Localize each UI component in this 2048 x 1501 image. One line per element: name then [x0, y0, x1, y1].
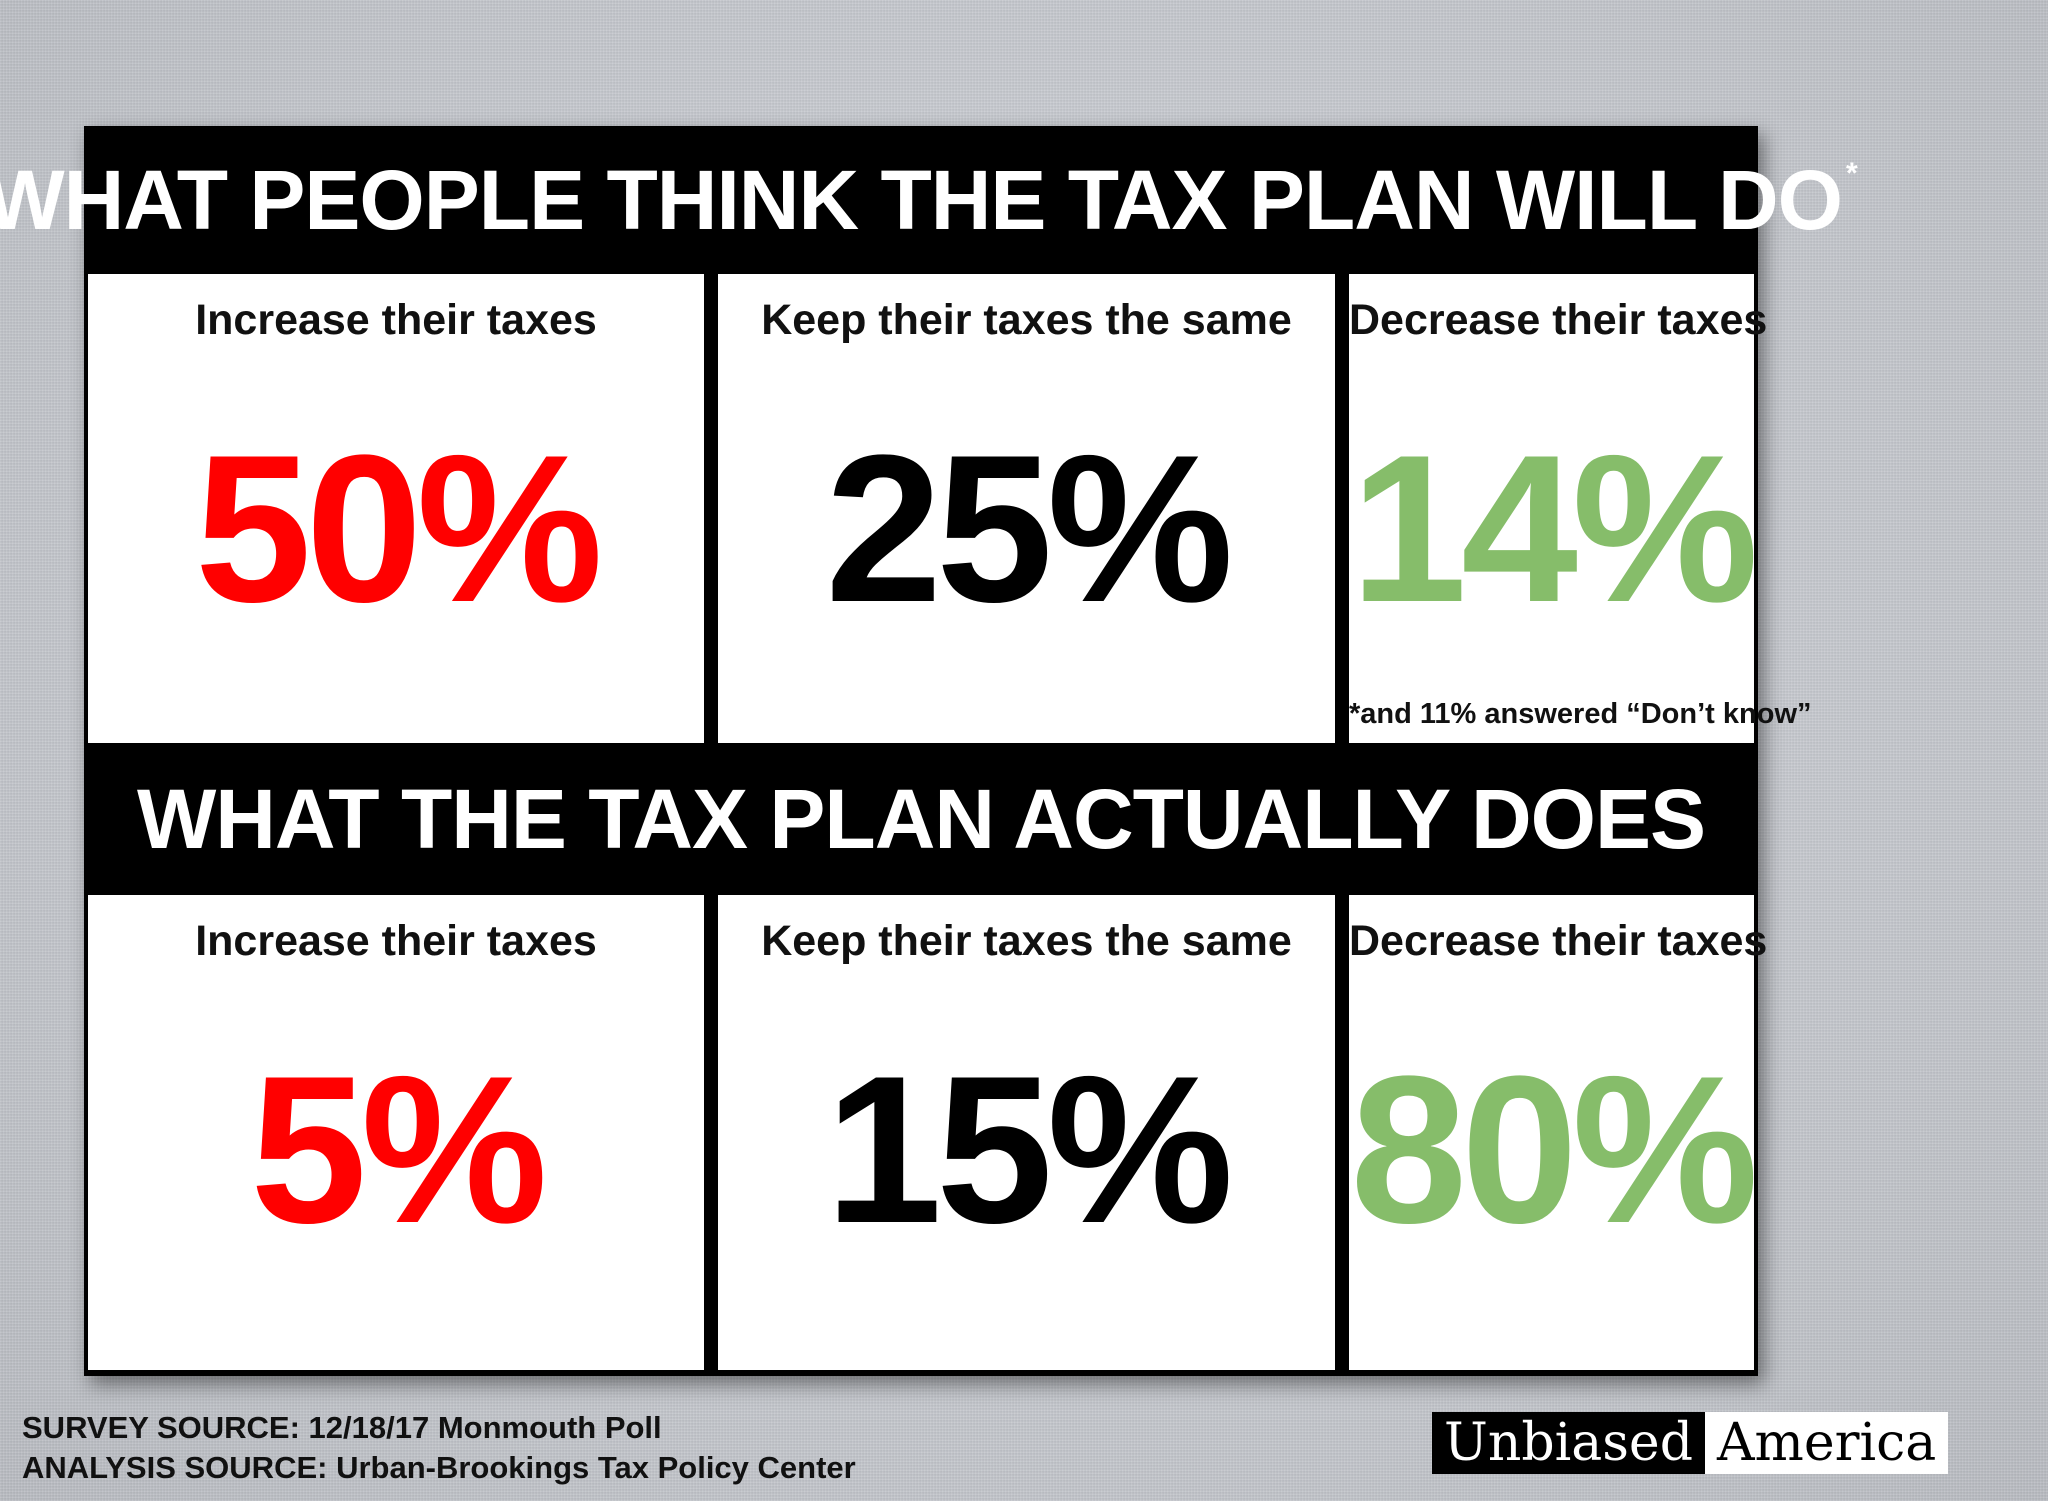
panel-percentage: 5%: [250, 1032, 548, 1267]
title-asterisk: *: [1845, 157, 1858, 190]
panel-label: Keep their taxes the same: [761, 917, 1292, 965]
panel-actual-decrease: Decrease their taxes 80%: [1349, 895, 1768, 1370]
panel-label: Increase their taxes: [195, 917, 597, 965]
top-section-title: WHAT PEOPLE THINK THE TAX PLAN WILL DO *: [0, 126, 1858, 274]
panel-actual-same: Keep their taxes the same 15%: [718, 895, 1335, 1370]
logo-word-america: America: [1704, 1412, 1949, 1474]
logo-word-unbiased: Unbiased: [1432, 1412, 1705, 1474]
survey-source: SURVEY SOURCE: 12/18/17 Monmouth Poll: [22, 1410, 662, 1445]
panel-label: Keep their taxes the same: [761, 296, 1292, 344]
panel-label: Increase their taxes: [195, 296, 597, 344]
dont-know-footnote: *and 11% answered “Don’t know”: [1349, 698, 1812, 730]
panel-think-same: Keep their taxes the same 25%: [718, 274, 1335, 743]
unbiased-america-logo: Unbiased America: [1432, 1412, 1949, 1474]
panel-think-increase: Increase their taxes 50%: [88, 274, 704, 743]
panel-label: Decrease their taxes: [1349, 296, 1768, 344]
panel-actual-increase: Increase their taxes 5%: [88, 895, 704, 1370]
bottom-section-title: WHAT THE TAX PLAN ACTUALLY DOES: [84, 743, 1758, 895]
infographic-board: WHAT PEOPLE THINK THE TAX PLAN WILL DO * …: [0, 126, 1858, 1376]
panel-percentage: 25%: [825, 411, 1233, 646]
panel-think-decrease: Decrease their taxes 14% *and 11% answer…: [1349, 274, 1812, 743]
analysis-source: ANALYSIS SOURCE: Urban-Brookings Tax Pol…: [22, 1450, 856, 1485]
panel-percentage: 14%: [1350, 411, 1758, 646]
sources-block: SURVEY SOURCE: 12/18/17 Monmouth Poll AN…: [22, 1408, 856, 1488]
panel-label: Decrease their taxes: [1349, 917, 1768, 965]
panel-percentage: 50%: [194, 411, 603, 646]
top-section-title-text: WHAT PEOPLE THINK THE TAX PLAN WILL DO: [0, 152, 1843, 247]
panel-percentage: 15%: [825, 1032, 1233, 1267]
bottom-section-title-text: WHAT THE TAX PLAN ACTUALLY DOES: [136, 771, 1706, 866]
panel-percentage: 80%: [1350, 1032, 1758, 1267]
